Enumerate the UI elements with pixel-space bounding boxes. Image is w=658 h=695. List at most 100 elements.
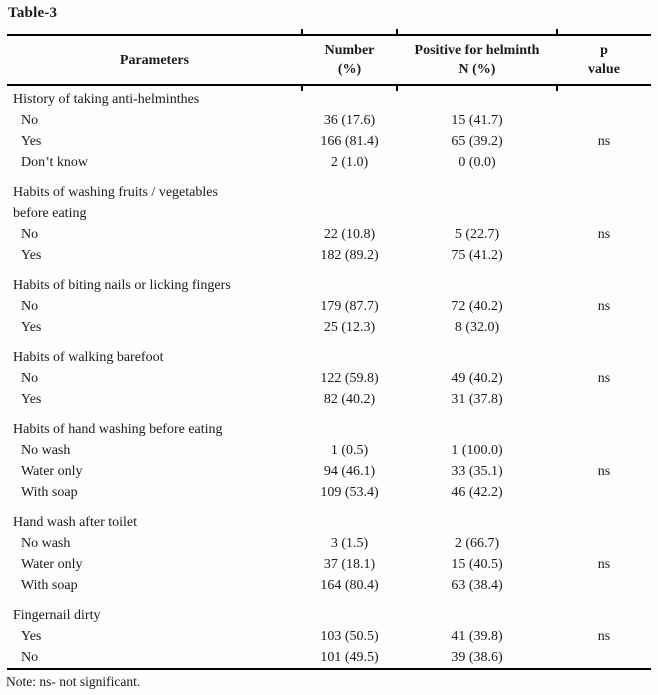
positive-cell: 8 (32.0) — [454, 320, 500, 335]
param-cell: Water only — [21, 464, 83, 479]
pvalue-cell: ns — [597, 299, 611, 314]
param-cell: No — [21, 227, 39, 242]
data-table: Parameters Number (%) Positive for helmi… — [7, 29, 651, 670]
table-section: Fingernail dirty Yes 103 (50.5) 41 (39.8) ns… — [7, 605, 651, 668]
pvalue-cell: ns — [597, 464, 611, 479]
number-cell: 164 (80.4) — [320, 578, 379, 593]
pvalue-cell — [557, 647, 651, 668]
number-cell: 37 (18.1) — [323, 557, 376, 572]
column-divider-tick — [556, 86, 558, 91]
pvalue-cell — [557, 152, 651, 173]
table-section: Hand wash after toilet No wash 3 (1.5) 2 (6… — [7, 512, 651, 596]
param-cell: No — [21, 650, 39, 665]
param-cell: Yes — [21, 320, 42, 335]
positive-cell: 49 (40.2) — [451, 371, 503, 386]
column-header-number: Number (%) — [324, 43, 375, 77]
table-row: Don’t know 2 (1.0) 0 (0.0) — [7, 152, 651, 173]
positive-cell: 46 (42.2) — [451, 485, 503, 500]
param-cell: No — [21, 299, 39, 314]
number-cell: 25 (12.3) — [323, 320, 376, 335]
param-cell: Don’t know — [21, 155, 89, 170]
table-row: With soap 164 (80.4) 63 (38.4) — [7, 575, 651, 596]
number-cell: 36 (17.6) — [323, 113, 376, 128]
number-cell: 94 (46.1) — [323, 464, 376, 479]
column-divider-tick — [396, 29, 398, 34]
positive-cell: 31 (37.8) — [451, 392, 503, 407]
number-cell: 1 (0.5) — [330, 443, 369, 458]
table-row: Water only 37 (18.1) 15 (40.5) ns — [7, 554, 651, 575]
section-label: Hand wash after toilet — [13, 515, 138, 530]
table-body: History of taking anti-helminthes No 36 (1… — [7, 86, 651, 670]
positive-cell: 33 (35.1) — [451, 464, 503, 479]
param-cell: Yes — [21, 248, 42, 263]
pvalue-cell — [557, 389, 651, 410]
number-cell: 22 (10.8) — [323, 227, 376, 242]
table-section: Habits of hand washing before eating No w… — [7, 419, 651, 503]
number-cell: 82 (40.2) — [323, 392, 376, 407]
table-section: History of taking anti-helminthes No 36 (1… — [7, 89, 651, 173]
pvalue-cell: ns — [597, 629, 611, 644]
table-row: No 22 (10.8) 5 (22.7) ns — [7, 224, 651, 245]
table-section: Habits of biting nails or licking finger… — [7, 275, 651, 338]
section-label: Habits of walking barefoot — [13, 350, 164, 365]
pvalue-cell — [557, 110, 651, 131]
param-cell: No — [21, 371, 39, 386]
param-cell: No wash — [21, 536, 71, 551]
table-section: Habits of walking barefoot No 122 (59.8) 49… — [7, 347, 651, 410]
column-header-pvalue: p value — [588, 43, 620, 77]
number-cell: 101 (49.5) — [320, 650, 379, 665]
number-cell: 2 (1.0) — [330, 155, 369, 170]
param-cell: Yes — [21, 629, 42, 644]
table-section: Habits of washing fruits / vegetables bef… — [7, 182, 651, 266]
section-label: Habits of washing fruits / vegetables — [13, 185, 218, 200]
pvalue-cell — [557, 575, 651, 596]
table-row: With soap 109 (53.4) 46 (42.2) — [7, 482, 651, 503]
number-cell: 109 (53.4) — [320, 485, 379, 500]
param-cell: With soap — [21, 485, 78, 500]
column-divider-tick — [301, 86, 303, 91]
table-row: Yes 25 (12.3) 8 (32.0) — [7, 317, 651, 338]
positive-cell: 15 (41.7) — [451, 113, 503, 128]
table-note: Note: ns- not significant. — [6, 674, 141, 689]
positive-cell: 39 (38.6) — [451, 650, 503, 665]
column-divider-tick — [556, 29, 558, 34]
positive-cell: 63 (38.4) — [451, 578, 503, 593]
pvalue-cell — [557, 440, 651, 461]
param-cell: No — [21, 113, 39, 128]
number-cell: 179 (87.7) — [320, 299, 379, 314]
section-label: Fingernail dirty — [13, 608, 101, 623]
table-row: No 36 (17.6) 15 (41.7) — [7, 110, 651, 131]
section-label: Habits of biting nails or licking finger… — [13, 278, 231, 293]
param-cell: No wash — [21, 443, 71, 458]
table-row: No wash 1 (0.5) 1 (100.0) — [7, 440, 651, 461]
table-title: Table-3 — [8, 5, 58, 21]
param-cell: With soap — [21, 578, 78, 593]
pvalue-cell: ns — [597, 134, 611, 149]
pvalue-cell — [557, 482, 651, 503]
table-row: No 179 (87.7) 72 (40.2) ns — [7, 296, 651, 317]
number-cell: 122 (59.8) — [320, 371, 379, 386]
positive-cell: 15 (40.5) — [451, 557, 503, 572]
table-row: No 101 (49.5) 39 (38.6) — [7, 647, 651, 668]
param-cell: Yes — [21, 392, 42, 407]
pvalue-cell: ns — [597, 227, 611, 242]
table-row: Yes 82 (40.2) 31 (37.8) — [7, 389, 651, 410]
section-label: before eating — [13, 206, 87, 221]
pvalue-cell — [557, 533, 651, 554]
positive-cell: 2 (66.7) — [454, 536, 500, 551]
pvalue-cell: ns — [597, 557, 611, 572]
section-label: History of taking anti-helminthes — [13, 92, 200, 107]
positive-cell: 0 (0.0) — [458, 155, 496, 170]
positive-cell: 65 (39.2) — [451, 134, 503, 149]
column-divider-tick — [396, 86, 398, 91]
table-row: Yes 103 (50.5) 41 (39.8) ns — [7, 626, 651, 647]
number-cell: 182 (89.2) — [320, 248, 379, 263]
pvalue-cell — [557, 317, 651, 338]
number-cell: 103 (50.5) — [320, 629, 379, 644]
number-cell: 3 (1.5) — [330, 536, 369, 551]
table-row: No 122 (59.8) 49 (40.2) ns — [7, 368, 651, 389]
pvalue-cell: ns — [597, 371, 611, 386]
param-cell: Water only — [21, 557, 83, 572]
positive-cell: 72 (40.2) — [451, 299, 503, 314]
